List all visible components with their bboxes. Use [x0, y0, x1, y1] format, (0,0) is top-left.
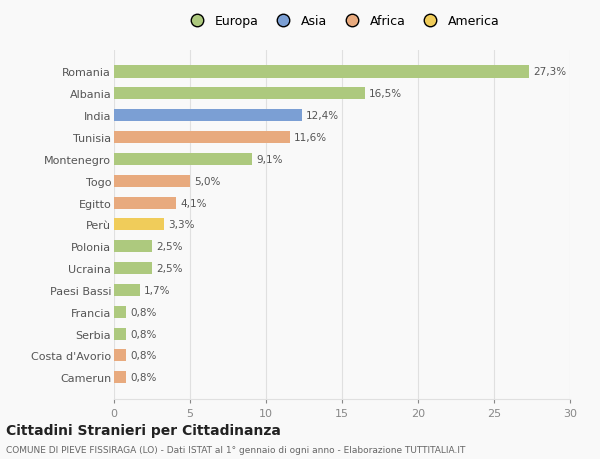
Text: 16,5%: 16,5%: [368, 89, 402, 99]
Text: 3,3%: 3,3%: [168, 220, 194, 230]
Text: 27,3%: 27,3%: [533, 67, 566, 77]
Bar: [114, 241, 152, 253]
Bar: [114, 197, 176, 209]
Bar: [114, 263, 152, 274]
Text: COMUNE DI PIEVE FISSIRAGA (LO) - Dati ISTAT al 1° gennaio di ogni anno - Elabora: COMUNE DI PIEVE FISSIRAGA (LO) - Dati IS…: [6, 445, 466, 454]
Text: 11,6%: 11,6%: [294, 133, 327, 143]
Text: 0,8%: 0,8%: [130, 329, 157, 339]
Text: 1,7%: 1,7%: [143, 285, 170, 295]
Bar: [114, 284, 140, 297]
Text: 12,4%: 12,4%: [306, 111, 340, 121]
Bar: [114, 132, 290, 144]
Text: 4,1%: 4,1%: [180, 198, 206, 208]
Bar: [114, 328, 126, 340]
Bar: [114, 371, 126, 383]
Text: 0,8%: 0,8%: [130, 351, 157, 361]
Text: 9,1%: 9,1%: [256, 155, 283, 164]
Text: 2,5%: 2,5%: [156, 263, 182, 274]
Bar: [114, 350, 126, 362]
Text: 5,0%: 5,0%: [194, 176, 220, 186]
Bar: [114, 67, 529, 78]
Bar: [114, 306, 126, 318]
Text: 2,5%: 2,5%: [156, 242, 182, 252]
Text: 0,8%: 0,8%: [130, 373, 157, 382]
Bar: [114, 110, 302, 122]
Bar: [114, 153, 253, 166]
Bar: [114, 219, 164, 231]
Bar: [114, 88, 365, 100]
Text: 0,8%: 0,8%: [130, 307, 157, 317]
Text: Cittadini Stranieri per Cittadinanza: Cittadini Stranieri per Cittadinanza: [6, 423, 281, 437]
Legend: Europa, Asia, Africa, America: Europa, Asia, Africa, America: [184, 15, 500, 28]
Bar: [114, 175, 190, 187]
